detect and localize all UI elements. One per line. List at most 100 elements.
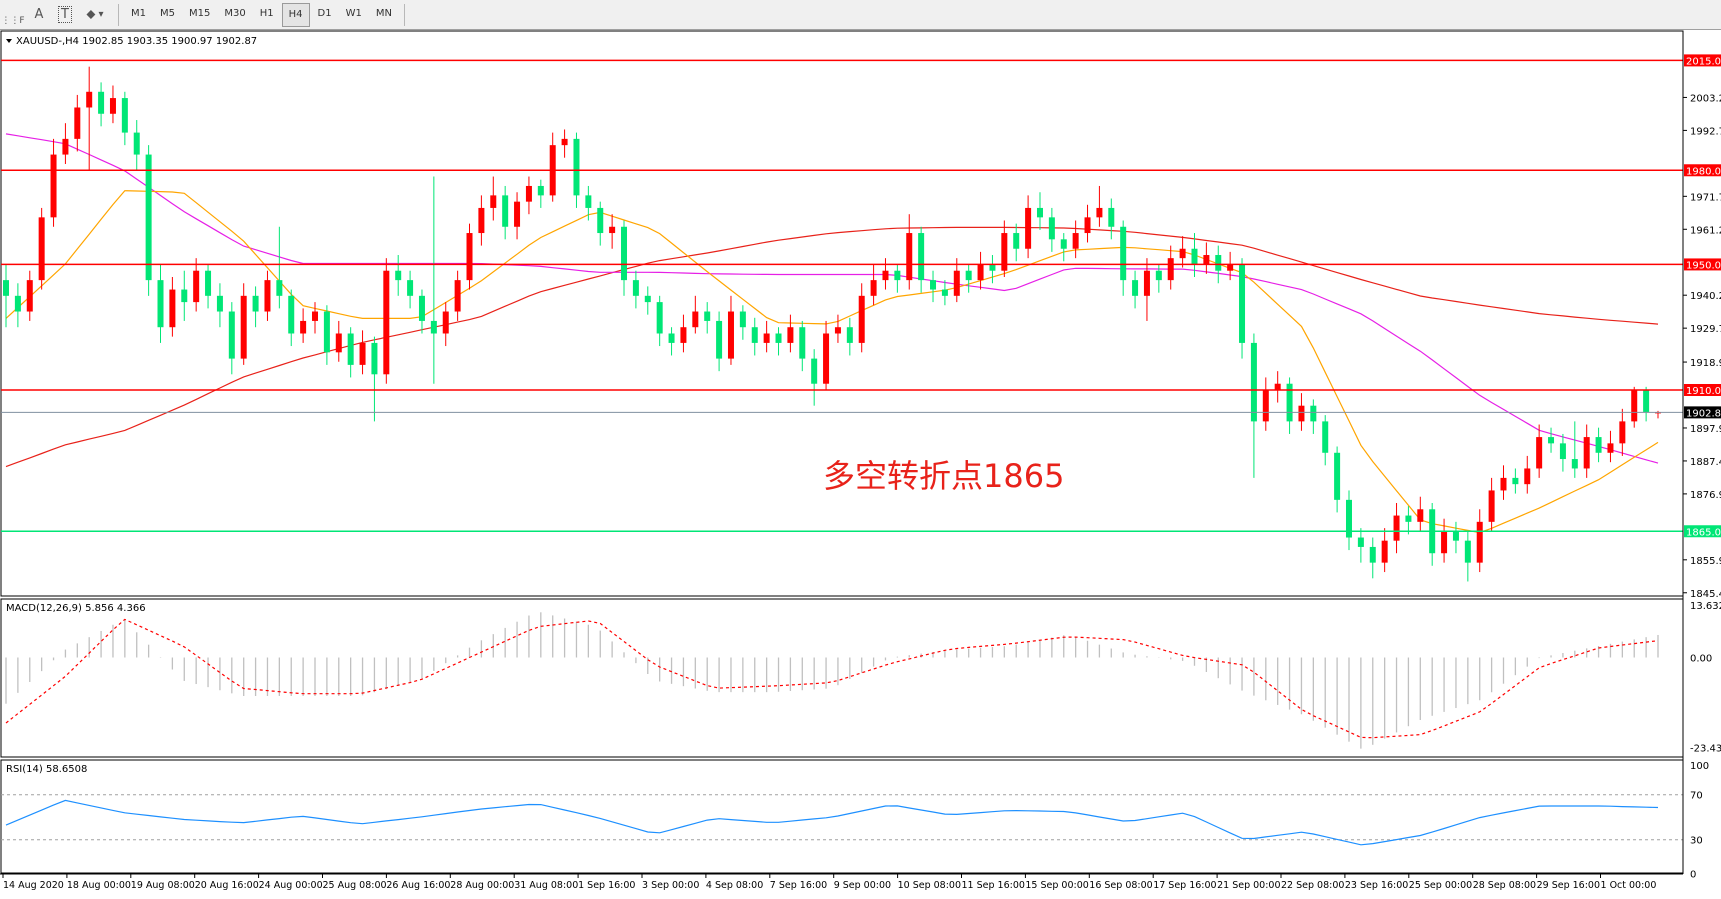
candle — [169, 276, 176, 337]
candle — [193, 258, 200, 312]
candle — [74, 94, 81, 152]
price-tick-label: 1918.90 — [1690, 358, 1721, 369]
candle-body — [1132, 280, 1139, 296]
candle-body — [811, 358, 818, 384]
candle — [1405, 506, 1412, 535]
candle-body — [609, 226, 616, 234]
candle — [597, 201, 604, 246]
candle-body — [656, 302, 663, 334]
candle-body — [870, 280, 877, 296]
level-label-bg — [1684, 525, 1721, 538]
candle-body — [1476, 521, 1483, 563]
candle-body — [1643, 389, 1650, 412]
candle — [739, 305, 746, 340]
candle-body — [716, 320, 723, 359]
candle-body — [585, 195, 592, 208]
macd-tick-label: 13.632 — [1690, 601, 1721, 612]
candle — [1120, 220, 1127, 296]
candle-body — [1334, 452, 1341, 500]
candle-body — [347, 333, 354, 365]
candle-body — [1286, 383, 1293, 422]
candle-body — [704, 311, 711, 321]
candle — [98, 82, 105, 127]
candle — [1250, 333, 1257, 478]
candle-body — [478, 207, 485, 234]
candle-body — [1191, 248, 1198, 265]
candle — [1464, 531, 1471, 582]
level-label-bg — [1684, 258, 1721, 271]
candle-body — [1595, 437, 1602, 453]
candle-body — [1262, 389, 1269, 422]
timeframe-d1[interactable]: D1 — [317, 7, 332, 19]
candle-body — [1108, 207, 1115, 227]
candle — [1631, 386, 1638, 428]
candle-body — [692, 311, 699, 328]
candle-body — [514, 201, 521, 227]
candle-body — [597, 207, 604, 234]
timeframe-m30[interactable]: M30 — [224, 7, 246, 19]
candle — [478, 195, 485, 246]
price-tick-label: 1855.90 — [1690, 556, 1721, 567]
time-tick-label: 24 Aug 00:00 — [259, 880, 323, 891]
candle — [454, 270, 461, 321]
time-tick-label: 17 Sep 16:00 — [1153, 880, 1216, 891]
text-label-icon[interactable]: T — [52, 4, 78, 26]
shapes-dropdown-icon[interactable]: ⬥ ▾ — [86, 7, 104, 22]
macd-signal-line — [5, 618, 1659, 739]
candle-body — [1488, 490, 1495, 522]
text-icon-label: A — [34, 7, 44, 22]
timeframe-group: M1 M5 M15 M30 H1 H4 D1 W1 MN — [125, 2, 398, 27]
candle — [1191, 233, 1198, 277]
candle — [1132, 270, 1139, 309]
candle-body — [383, 270, 390, 375]
rsi-tick-label: 100 — [1690, 761, 1709, 772]
candle-body — [680, 327, 687, 343]
candle — [1583, 424, 1590, 478]
candle — [240, 283, 247, 365]
timeframe-h1[interactable]: H1 — [259, 7, 274, 19]
price-tick-label: 2003.20 — [1690, 93, 1721, 104]
candle-body — [454, 280, 461, 312]
candle — [965, 264, 972, 293]
candle-body — [1096, 207, 1103, 218]
candle-body — [763, 333, 770, 343]
candle-body — [430, 320, 437, 334]
candle — [1108, 198, 1115, 240]
candle — [906, 214, 913, 290]
candle-body — [466, 233, 473, 281]
timeframe-mn[interactable]: MN — [375, 7, 392, 19]
grid-properties-icon[interactable]: ⋮⋮ F — [1, 15, 25, 26]
candle — [1155, 264, 1162, 293]
candle-body — [918, 233, 925, 281]
time-tick-label: 31 Aug 08:00 — [514, 880, 578, 891]
candle — [1203, 242, 1210, 274]
candle — [1381, 528, 1388, 573]
candle-body — [1559, 443, 1566, 460]
candle-body — [1381, 540, 1388, 563]
candle — [1013, 223, 1020, 262]
timeframe-m1[interactable]: M1 — [131, 7, 146, 19]
level-label-bg — [1684, 383, 1721, 396]
candle-body — [1524, 468, 1531, 485]
candle-body — [621, 226, 628, 281]
candle-body — [537, 185, 544, 196]
candle — [205, 264, 212, 309]
candle — [514, 192, 521, 240]
main-panel — [0, 30, 1684, 597]
text-icon[interactable]: A — [26, 4, 52, 26]
time-tick-label: 23 Sep 16:00 — [1345, 880, 1408, 891]
candle — [347, 327, 354, 378]
time-tick-label: 7 Sep 16:00 — [770, 880, 827, 891]
candle-body — [1452, 531, 1459, 541]
text-label-label: T — [58, 6, 72, 23]
timeframe-m5[interactable]: M5 — [160, 7, 175, 19]
candle-body — [1417, 509, 1424, 522]
timeframe-h4[interactable]: H4 — [281, 2, 310, 27]
candle — [1357, 528, 1364, 563]
candle-body — [1571, 459, 1578, 469]
candle-body — [50, 154, 57, 218]
candle — [1334, 446, 1341, 513]
timeframe-m15[interactable]: M15 — [189, 7, 211, 19]
timeframe-w1[interactable]: W1 — [345, 7, 362, 19]
